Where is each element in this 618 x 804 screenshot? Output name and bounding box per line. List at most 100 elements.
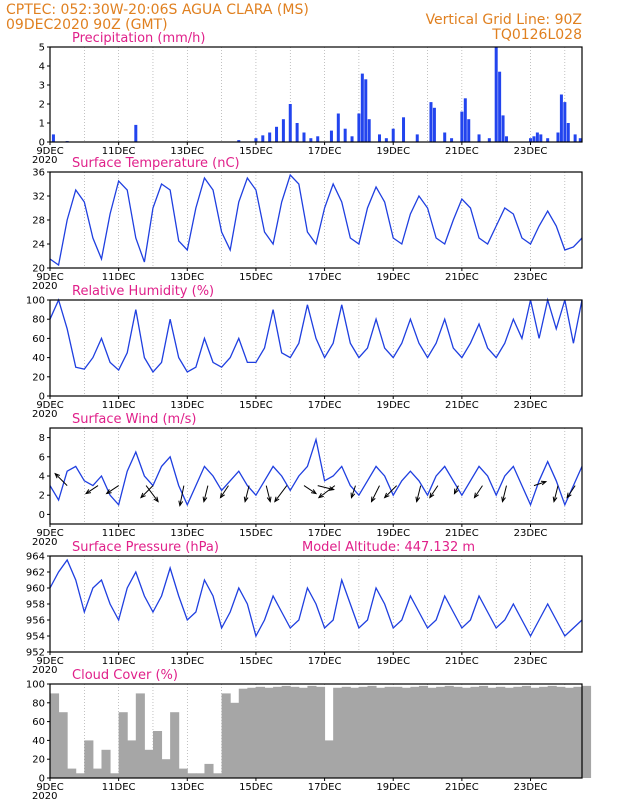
panels: 0 1 2 3 4 5 9DEC 11DEC 13DEC 15DEC 17DEC 19DEC 21DEC… [26, 31, 592, 802]
precip-bar [377, 134, 381, 142]
y-tick-label: 60 [32, 334, 45, 345]
precip-bar [367, 119, 371, 142]
y-tick-label: 40 [32, 353, 45, 364]
precip-bar [364, 79, 368, 142]
x-tick-label: 19DEC [376, 782, 410, 793]
y-tick-label: 1 [39, 119, 45, 130]
wind-arrow [179, 485, 185, 506]
precip-bar [391, 128, 395, 142]
cloud-bar [50, 693, 60, 778]
precip-bar [134, 124, 138, 142]
x-tick-label: 9DEC [36, 656, 63, 667]
wind-arrow [303, 485, 317, 495]
precip-bar [261, 135, 265, 142]
wind-arrowhead [317, 493, 324, 499]
y-tick-label: 8 [39, 433, 45, 444]
wind-arrowhead [153, 496, 159, 503]
panel-6: 0 20 40 60 80 100 9DEC 11DEC 13DEC 15DEC 17DEC 19DE… [26, 668, 592, 802]
x-tick-label: 11DEC [102, 400, 136, 411]
wind-arrowhead [350, 492, 356, 499]
y-tick-label: 24 [32, 240, 45, 251]
wind-arrow [350, 485, 356, 498]
x-tick-label: 9DEC [36, 400, 63, 411]
x-tick-label: 21DEC [445, 656, 479, 667]
x-tick-label: 13DEC [170, 272, 204, 283]
y-tick-label: 100 [26, 296, 45, 307]
precip-bar [336, 113, 340, 142]
x-tick-label: 17DEC [308, 528, 342, 539]
cloud-bar [461, 687, 471, 778]
cloud-bar [539, 686, 549, 778]
panel-1: 0 1 2 3 4 5 9DEC 11DEC 13DEC 15DEC 17DEC 19DEC 21DEC… [32, 31, 583, 166]
y-tick-label: 28 [32, 216, 45, 227]
y-tick-label: 0 [39, 510, 45, 521]
wind-arrow [371, 485, 380, 502]
cloud-bar [101, 749, 111, 778]
precip-bar [460, 111, 464, 142]
cloud-bar [238, 688, 248, 778]
precip-bar [402, 117, 406, 142]
cloud-bar [84, 740, 94, 778]
precip-bar [429, 102, 433, 142]
y-tick-label: 4 [39, 472, 45, 483]
cloud-bar [333, 687, 343, 778]
wind-arrow [274, 485, 288, 502]
precip-bar [504, 136, 508, 142]
cloud-bar [427, 687, 437, 778]
wind-arrowhead [552, 496, 558, 503]
y-tick-label: 40 [32, 736, 45, 747]
wind-arrow [265, 485, 271, 502]
cloud-bar [316, 686, 326, 778]
cloud-bar [547, 685, 557, 778]
run-date-header: 09DEC2020 90Z (GMT) [6, 17, 168, 33]
precip-bar [463, 98, 467, 142]
wind-arrow [54, 473, 68, 486]
cloud-bar [273, 686, 283, 778]
y-tick-label: 2 [39, 491, 45, 502]
cloud-bar [350, 687, 360, 778]
y-tick-label: 5 [39, 43, 45, 54]
grid-line-header: Vertical Grid Line: 90Z [426, 12, 582, 28]
wind-arrow [203, 485, 209, 502]
precip-bar [350, 136, 354, 142]
cloud-bar [479, 685, 489, 778]
cloud-bar [487, 687, 497, 778]
wind-arrow [474, 485, 483, 498]
model-altitude-label: Model Altitude: 447.132 m [302, 540, 475, 555]
wind-arrow [145, 485, 159, 502]
x-tick-label: 19DEC [376, 272, 410, 283]
x-tick-label: 17DEC [308, 656, 342, 667]
x-tick-label: 13DEC [170, 528, 204, 539]
cloud-bar [444, 685, 454, 778]
y-tick-label: 3 [39, 81, 45, 92]
x-tick-label: 9DEC [36, 272, 63, 283]
wind-arrow [416, 485, 422, 502]
precip-bar [254, 138, 258, 142]
wind-arrowhead [274, 496, 280, 503]
x-tick-label: 13DEC [170, 782, 204, 793]
precip-bar [529, 138, 533, 142]
x-tick-label: 11DEC [102, 272, 136, 283]
wind-arrowhead [310, 489, 318, 495]
cloud-bar [324, 740, 334, 778]
x-tick-label: 15DEC [239, 656, 273, 667]
cloud-bar [204, 763, 214, 778]
cloud-bar [298, 687, 308, 778]
precip-bar [467, 119, 471, 142]
cloud-bar [530, 687, 540, 778]
x-tick-label: 13DEC [170, 400, 204, 411]
y-tick-label: 954 [26, 632, 45, 643]
cloud-bar [161, 759, 171, 778]
precip-bar [415, 134, 419, 142]
wind-arrowhead [140, 492, 146, 499]
x-tick-label: 13DEC [170, 146, 204, 157]
wind-arrowhead [328, 486, 335, 491]
x-tick-label: 17DEC [308, 272, 342, 283]
y-tick-label: 2 [39, 100, 45, 111]
precip-bar [450, 138, 454, 142]
series-line [49, 558, 583, 638]
y-tick-label: 952 [26, 648, 45, 659]
wind-arrow [453, 485, 459, 494]
y-tick-label: 20 [32, 372, 45, 383]
precip-bar [573, 134, 577, 142]
